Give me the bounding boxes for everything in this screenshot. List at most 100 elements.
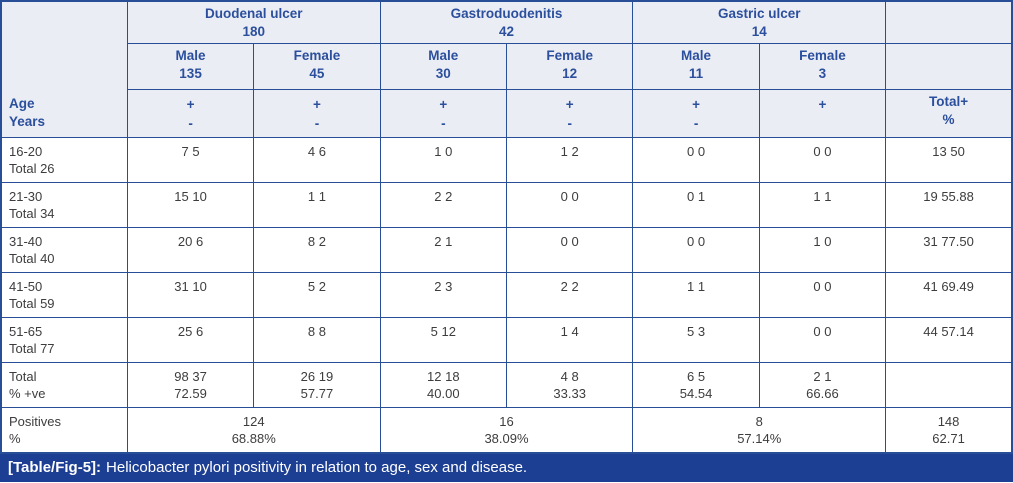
gender-count: 12 xyxy=(562,66,578,81)
positives-percent: 68.88% xyxy=(231,431,276,446)
gender-label: Female xyxy=(293,48,341,63)
data-cell: 25 6 xyxy=(126,317,255,363)
plus-sign: + xyxy=(565,97,574,112)
age-row-label: 51-65 Total 77 xyxy=(0,317,128,363)
age-range: 21-30 xyxy=(9,189,43,204)
disease-count: 42 xyxy=(498,24,515,39)
table-row-positives: Positives % 124 68.88% 16 38.09% 8 57.14… xyxy=(0,407,1013,453)
data-cell: 8 2 xyxy=(253,227,381,273)
sign-header-cell: + - xyxy=(505,89,634,138)
disease-name: Duodenal ulcer xyxy=(204,6,303,21)
grand-total-count: 148 xyxy=(937,414,960,429)
total-label-line1: Total xyxy=(9,369,37,384)
gender-count: 135 xyxy=(179,66,202,81)
counts-line: 12 18 xyxy=(427,369,460,384)
caption-text: Helicobacter pylori positivity in relati… xyxy=(106,459,528,476)
sign-header-cell: + - xyxy=(632,89,760,138)
age-range: 31-40 xyxy=(9,234,43,249)
empty-total-cell xyxy=(885,362,1013,408)
table-body: 16-20 Total 26 7 5 4 6 1 0 1 2 0 0 0 0 1… xyxy=(0,137,1013,453)
plus-sign: + xyxy=(818,97,827,112)
empty-header-cell xyxy=(885,0,1013,44)
gender-header-gu-male: Male 11 xyxy=(632,43,760,90)
disease-header-duodenal-ulcer: Duodenal ulcer 180 xyxy=(126,0,381,44)
sign-header-cell: + xyxy=(758,89,887,138)
disease-header-gastric-ulcer: Gastric ulcer 14 xyxy=(632,0,887,44)
positives-label-line1: Positives xyxy=(9,414,62,429)
table-row-age-51-65: 51-65 Total 77 25 6 8 8 5 12 1 4 5 3 0 0… xyxy=(0,317,1013,363)
plus-sign: + xyxy=(692,97,700,112)
total-header-line2: % xyxy=(942,112,955,127)
empty-header-cell xyxy=(885,43,1013,90)
gender-count: 45 xyxy=(309,66,325,81)
hpylori-positivity-table: Age Years Duodenal ulcer 180 Gastroduode… xyxy=(0,0,1013,454)
age-row-label: 16-20 Total 26 xyxy=(0,137,128,183)
age-row-total: Total 26 xyxy=(9,161,55,176)
data-cell: 5 3 xyxy=(632,317,760,363)
sign-header-row: + - + - + - + - + - xyxy=(1,89,1013,138)
sign-header-cell: + - xyxy=(126,89,255,138)
gender-header-gd-male: Male 30 xyxy=(379,43,508,90)
age-row-total: Total 59 xyxy=(9,296,55,311)
data-cell: 20 6 xyxy=(126,227,255,273)
data-cell: 0 0 xyxy=(632,137,760,183)
positives-group-duodenal-ulcer: 124 68.88% xyxy=(126,407,381,453)
age-row-label: 41-50 Total 59 xyxy=(0,272,128,318)
gender-label: Female xyxy=(799,48,846,63)
age-row-label: 31-40 Total 40 xyxy=(0,227,128,273)
data-cell: 0 0 xyxy=(758,137,887,183)
data-cell: 0 0 xyxy=(505,182,634,228)
counts-line: 6 5 xyxy=(687,369,706,384)
percent-line: 40.00 xyxy=(427,386,460,401)
positives-grand-total-cell: 148 62.71 xyxy=(885,407,1013,453)
data-cell: 0 0 xyxy=(758,317,887,363)
minus-sign: - xyxy=(188,116,193,131)
data-cell: 2 2 xyxy=(505,272,634,318)
counts-line: 26 19 xyxy=(300,369,334,384)
gender-header-gd-female: Female 12 xyxy=(505,43,634,90)
gender-label: Male xyxy=(175,48,206,63)
disease-name: Gastric ulcer xyxy=(717,6,801,21)
data-cell: 1 2 xyxy=(505,137,634,183)
gender-count: 3 xyxy=(818,66,827,81)
age-range: 51-65 xyxy=(9,324,43,339)
minus-sign: - xyxy=(441,116,446,131)
row-total-cell: 19 55.88 xyxy=(885,182,1013,228)
gender-header-du-female: Female 45 xyxy=(253,43,381,90)
age-header-line1: Age xyxy=(9,96,35,111)
age-range: 16-20 xyxy=(9,144,43,159)
sign-header-cell: + - xyxy=(253,89,381,138)
counts-line: 2 1 xyxy=(813,369,832,384)
positives-group-gastric-ulcer: 8 57.14% xyxy=(632,407,887,453)
gender-label: Male xyxy=(681,48,712,63)
percent-line: 57.77 xyxy=(300,386,334,401)
gender-label: Male xyxy=(428,48,459,63)
table-header: Age Years Duodenal ulcer 180 Gastroduode… xyxy=(0,0,1013,138)
percent-line: 72.59 xyxy=(174,386,207,401)
total-label-line2: % +ve xyxy=(9,386,46,401)
gender-header-row: Male 135 Female 45 Male 30 Female 12 Mal… xyxy=(1,43,1013,90)
total-data-cell: 98 37 72.59 xyxy=(126,362,255,408)
total-header-line1: Total+ xyxy=(928,94,969,109)
disease-count: 180 xyxy=(242,24,266,39)
percent-line: 33.33 xyxy=(553,386,586,401)
positives-count: 16 xyxy=(499,414,514,429)
minus-sign: - xyxy=(314,116,320,131)
data-cell: 1 0 xyxy=(379,137,508,183)
table-row-age-41-50: 41-50 Total 59 31 10 5 2 2 3 2 2 1 1 0 0… xyxy=(0,272,1013,318)
minus-sign: - xyxy=(567,116,572,131)
table-caption-bar: [Table/Fig-5]: Helicobacter pylori posit… xyxy=(0,453,1013,482)
data-cell: 31 10 xyxy=(126,272,255,318)
data-cell: 1 4 xyxy=(505,317,634,363)
row-total-cell: 31 77.50 xyxy=(885,227,1013,273)
data-cell: 0 0 xyxy=(505,227,634,273)
gender-count: 11 xyxy=(688,66,704,81)
plus-sign: + xyxy=(439,97,448,112)
plus-sign: + xyxy=(186,97,195,112)
table-row-age-16-20: 16-20 Total 26 7 5 4 6 1 0 1 2 0 0 0 0 1… xyxy=(0,137,1013,183)
table-row-age-21-30: 21-30 Total 34 15 10 1 1 2 2 0 0 0 1 1 1… xyxy=(0,182,1013,228)
positives-percent: 57.14% xyxy=(737,431,782,446)
percent-line: 66.66 xyxy=(806,386,839,401)
age-row-label: 21-30 Total 34 xyxy=(0,182,128,228)
row-total-cell: 41 69.49 xyxy=(885,272,1013,318)
